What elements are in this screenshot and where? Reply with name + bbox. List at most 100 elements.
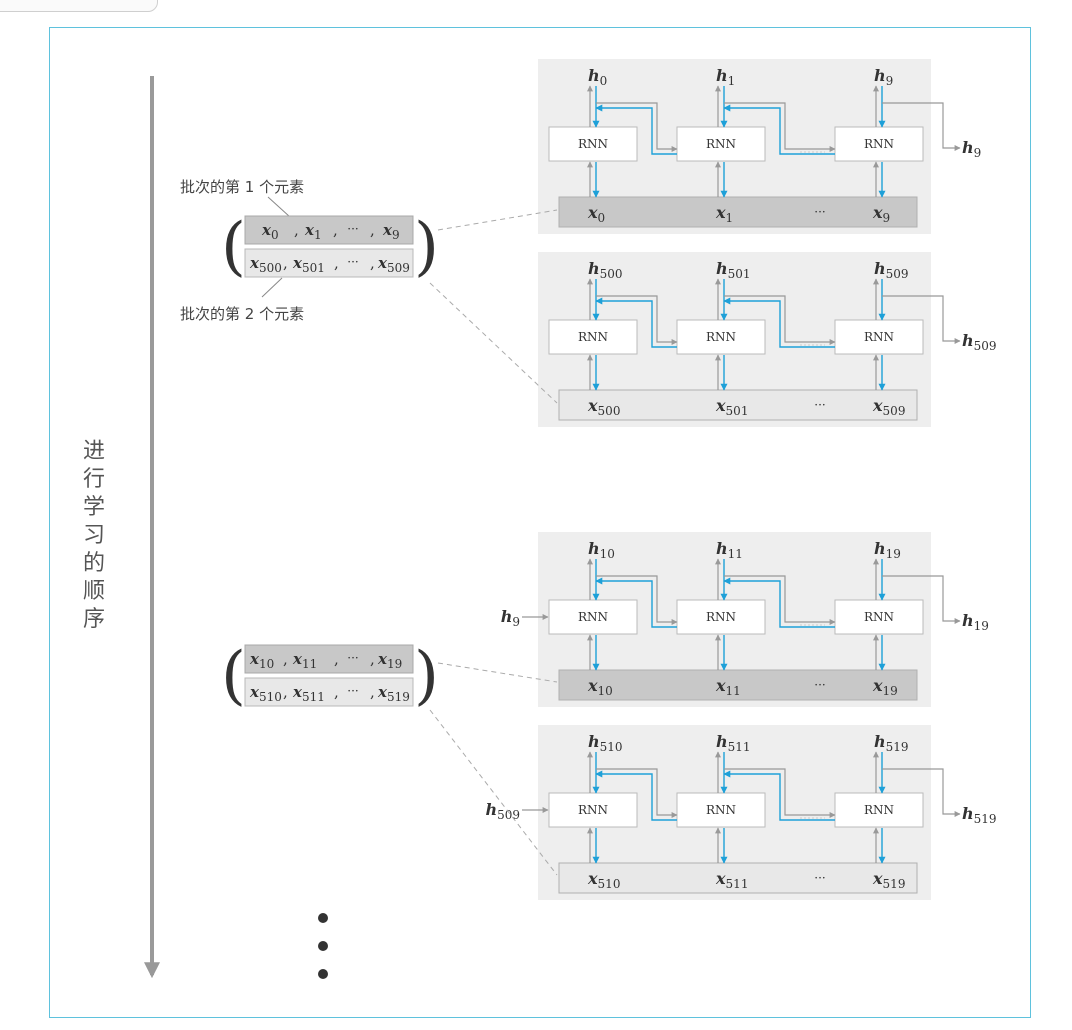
rnn-cell <box>548 319 638 355</box>
forward-recurrent-arrow <box>724 575 836 625</box>
batch-element-label: x1 <box>304 221 322 242</box>
hidden-state-output-label: h500 <box>588 259 623 281</box>
input-label: x511 <box>715 869 748 891</box>
batch-comma: , <box>370 683 375 701</box>
annotation-second-element: 批次的第 2 个元素 <box>180 305 304 323</box>
batch-comma: , <box>283 683 288 701</box>
hidden-state-output-label: h10 <box>588 539 615 561</box>
forward-recurrent-arrow <box>596 295 678 345</box>
batch-element-label: x500 <box>249 254 282 275</box>
hidden-state-carry-in-label: h509 <box>485 800 520 822</box>
batch-right-paren: ) <box>414 210 439 284</box>
batch-element-label: x501 <box>292 254 325 275</box>
hidden-state-output-label: h519 <box>874 732 909 754</box>
batch-comma: , <box>333 221 338 239</box>
input-ellipsis: ··· <box>814 871 825 885</box>
input-label: x500 <box>587 396 620 418</box>
input-label: x19 <box>872 676 898 698</box>
hidden-state-out-arrow <box>882 102 961 151</box>
hidden-state-output-label: h0 <box>588 66 607 88</box>
rnn-cell <box>548 126 638 162</box>
annotation-second-leader <box>261 277 283 298</box>
forward-recurrent-arrow <box>596 575 678 625</box>
batch-ellipsis: ··· <box>347 684 358 698</box>
rnn-cell <box>834 126 924 162</box>
rnn-cell-label: RNN <box>578 137 608 151</box>
input-label: x11 <box>715 676 741 698</box>
batch-element-label: x510 <box>249 683 282 704</box>
batch-to-panel-connector <box>429 709 558 876</box>
rnn-cell-label: RNN <box>864 330 894 344</box>
rnn-panel-p3: RNN h10 RNN h11 RNN h19 x10 x11 x19 ··· h19 h9 <box>501 532 989 707</box>
hidden-state-carry-out-label: h19 <box>962 611 989 633</box>
rnn-cell-label: RNN <box>706 137 736 151</box>
rnn-cell <box>676 126 766 162</box>
rnn-panel-p4: RNN h510 RNN h511 RNN h519 x510 x511 x519 ··· h519… <box>485 725 997 900</box>
backward-recurrent-arrow <box>723 770 835 821</box>
annotation-first-leader <box>267 196 291 218</box>
input-sequence-bar <box>558 862 918 894</box>
batch-to-panel-connector <box>429 282 558 404</box>
batch-left-paren: ( <box>221 210 246 284</box>
batch-ellipsis: ··· <box>347 222 358 236</box>
batch-element-label: x9 <box>382 221 400 242</box>
order-label: 进行学习的顺序 <box>83 439 105 632</box>
continuation-dot <box>318 941 328 951</box>
hidden-state-output-label: h501 <box>716 259 751 281</box>
batch-element-label: x519 <box>377 683 410 704</box>
batch-left-paren: ( <box>221 639 246 713</box>
batch-comma: , <box>283 650 288 668</box>
batch-element-label: x19 <box>377 650 402 671</box>
batch-element-label: x509 <box>377 254 410 275</box>
rnn-cell <box>834 599 924 635</box>
backward-recurrent-arrow <box>595 770 677 821</box>
input-sequence-bar <box>558 389 918 421</box>
hidden-state-carry-out-label: h9 <box>962 138 981 160</box>
hidden-state-output-label: h19 <box>874 539 901 561</box>
rnn-cell <box>548 599 638 635</box>
hidden-state-output-label: h510 <box>588 732 623 754</box>
batch-comma: , <box>370 221 375 239</box>
rnn-cell-label: RNN <box>864 803 894 817</box>
input-label: x510 <box>587 869 620 891</box>
input-sequence-bar <box>558 196 918 228</box>
hidden-state-out-arrow <box>882 575 961 624</box>
batch-element-label: x11 <box>292 650 317 671</box>
input-label: x519 <box>872 869 905 891</box>
batch-element-label: x0 <box>261 221 279 242</box>
hidden-state-carry-in-label: h9 <box>501 607 520 629</box>
rnn-cell <box>548 792 638 828</box>
forward-recurrent-arrow <box>596 102 678 152</box>
rnn-cell <box>834 319 924 355</box>
continuation-dot <box>318 969 328 979</box>
input-ellipsis: ··· <box>814 678 825 692</box>
hidden-state-out-arrow <box>882 768 961 817</box>
panels-group: RNN h0 RNN h1 RNN h9 x0 x1 x9 ··· h9 RNN h500 RNN h501… <box>485 59 997 900</box>
hidden-state-carry-out-label: h509 <box>962 331 997 353</box>
rnn-cell <box>676 599 766 635</box>
dashed-connectors <box>429 209 558 876</box>
backward-recurrent-arrow <box>595 577 677 628</box>
rnn-panel-p1: RNN h0 RNN h1 RNN h9 x0 x1 x9 ··· h9 <box>538 59 981 234</box>
forward-recurrent-arrow <box>596 768 678 818</box>
batch-to-panel-connector <box>437 662 558 683</box>
forward-recurrent-arrow <box>724 768 836 818</box>
rnn-cell-label: RNN <box>706 803 736 817</box>
batch-ellipsis: ··· <box>347 255 358 269</box>
hidden-state-output-label: h509 <box>874 259 909 281</box>
batch-row-1 <box>244 215 414 245</box>
batch-element-label: x10 <box>249 650 274 671</box>
hidden-state-carry-out-label: h519 <box>962 804 997 826</box>
hidden-state-out-arrow <box>882 295 961 344</box>
annotation-first-element: 批次的第 1 个元素 <box>180 178 304 196</box>
rnn-cell-label: RNN <box>864 610 894 624</box>
rnn-cell-label: RNN <box>864 137 894 151</box>
input-ellipsis: ··· <box>814 398 825 412</box>
batch-comma: , <box>370 254 375 272</box>
rnn-cell-label: RNN <box>578 330 608 344</box>
batch-to-panel-connector <box>437 209 558 231</box>
batch-element-label: x511 <box>292 683 325 704</box>
